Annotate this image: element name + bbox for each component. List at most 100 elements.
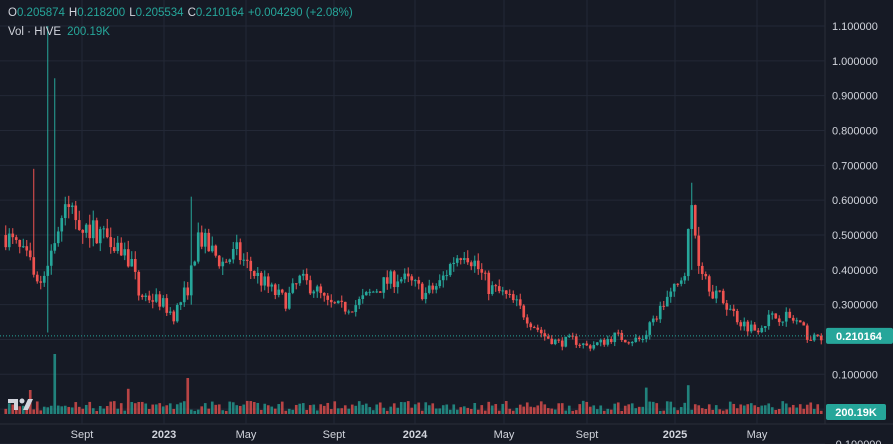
volume-bar — [781, 401, 785, 414]
volume-bars — [4, 354, 823, 414]
tradingview-logo-icon[interactable] — [8, 396, 48, 412]
volume-bar — [819, 410, 823, 414]
candle-body — [511, 294, 515, 301]
volume-bar — [798, 404, 802, 414]
candle-body — [662, 305, 666, 307]
volume-bar — [256, 402, 260, 414]
candle-body — [445, 275, 449, 277]
candle-body — [693, 205, 697, 236]
x-tick-label: May — [494, 429, 515, 441]
candle-body — [466, 258, 470, 263]
candle-body — [347, 311, 351, 313]
candle-body — [263, 276, 267, 286]
volume-bar — [732, 403, 736, 414]
volume-bar — [207, 408, 211, 414]
volume-bar — [714, 405, 718, 414]
volume-bar — [560, 403, 564, 414]
candle-body — [648, 322, 652, 335]
candle-body — [406, 273, 410, 277]
volume-bar — [511, 410, 515, 414]
volume-bar — [459, 407, 463, 414]
candle-body — [315, 286, 319, 292]
candle-body — [280, 289, 284, 293]
volume-bar — [301, 403, 305, 414]
volume-bar — [515, 407, 519, 414]
volume-bar — [354, 405, 358, 414]
volume-bar — [767, 403, 771, 414]
volume-bar — [217, 404, 221, 414]
volume-bar — [333, 401, 337, 414]
candle-body — [333, 302, 337, 304]
volume-bar — [753, 405, 757, 414]
volume-bar — [403, 402, 407, 414]
volume-bar — [67, 406, 71, 414]
close-value: 0.210164 — [195, 7, 244, 19]
candle-body — [767, 314, 771, 327]
volume-bar — [336, 408, 340, 414]
candle-body — [679, 280, 683, 284]
y-tick-label: 0.600000 — [832, 195, 878, 207]
volume-bar — [809, 402, 813, 414]
candle-body — [109, 237, 113, 248]
volume-bar — [676, 410, 680, 414]
candle-body — [364, 292, 368, 296]
candle-body — [606, 339, 610, 345]
volume-bar — [616, 402, 620, 414]
volume-bar — [182, 401, 186, 414]
volume-bar — [53, 354, 57, 414]
candle-body — [189, 265, 193, 296]
volume-bar — [672, 407, 676, 414]
candle-body — [277, 289, 281, 296]
x-tick-label: Sept — [323, 429, 346, 441]
volume-bar — [704, 409, 708, 414]
time-axis[interactable]: Sept 2023 May Sept 2024 May Sept 2025 May — [71, 429, 768, 441]
open-label: O — [8, 7, 17, 19]
candle-body — [452, 262, 456, 265]
volume-bar — [434, 408, 438, 414]
candle-body — [473, 260, 477, 267]
volume-bar — [291, 409, 295, 414]
candle-body — [186, 287, 190, 296]
candle-body — [725, 303, 729, 310]
x-tick-label: 2024 — [403, 429, 428, 441]
candle-body — [669, 291, 673, 297]
candle-body — [375, 291, 379, 293]
candle-body — [25, 246, 29, 251]
volume-bar — [420, 410, 424, 414]
y-tick-label: -0.100000 — [832, 439, 882, 444]
volume-bar — [77, 406, 81, 414]
candle-body — [487, 272, 491, 294]
candle-body — [7, 233, 11, 248]
volume-bar — [816, 404, 820, 414]
volume-bar — [39, 410, 43, 414]
candle-body — [396, 281, 400, 288]
x-tick-label: 2023 — [152, 429, 176, 441]
candle-body — [340, 300, 344, 302]
candle-body — [798, 320, 802, 323]
candle-body — [637, 337, 641, 340]
candle-body — [683, 276, 687, 281]
volume-bar — [644, 387, 648, 414]
volume-bar — [469, 408, 473, 414]
volume-bar — [427, 405, 431, 414]
volume-bar — [431, 403, 435, 414]
candle-body — [413, 280, 417, 282]
y-tick-label: 0.900000 — [832, 91, 878, 103]
candle-body — [214, 245, 218, 256]
volume-bar — [525, 402, 529, 414]
candle-body — [585, 343, 589, 346]
candle-body — [742, 321, 746, 327]
volume-bar — [249, 401, 253, 414]
volume-bar — [375, 404, 379, 414]
candle-body — [368, 291, 372, 293]
volume-bar — [613, 403, 617, 414]
volume-bar — [774, 409, 778, 414]
volume-bar — [70, 407, 74, 414]
volume-bar — [308, 405, 312, 414]
volume-bar — [546, 408, 550, 414]
candle-body — [270, 284, 274, 287]
candle-body — [221, 261, 225, 267]
candle-body — [718, 290, 722, 292]
candle-body — [161, 298, 165, 307]
